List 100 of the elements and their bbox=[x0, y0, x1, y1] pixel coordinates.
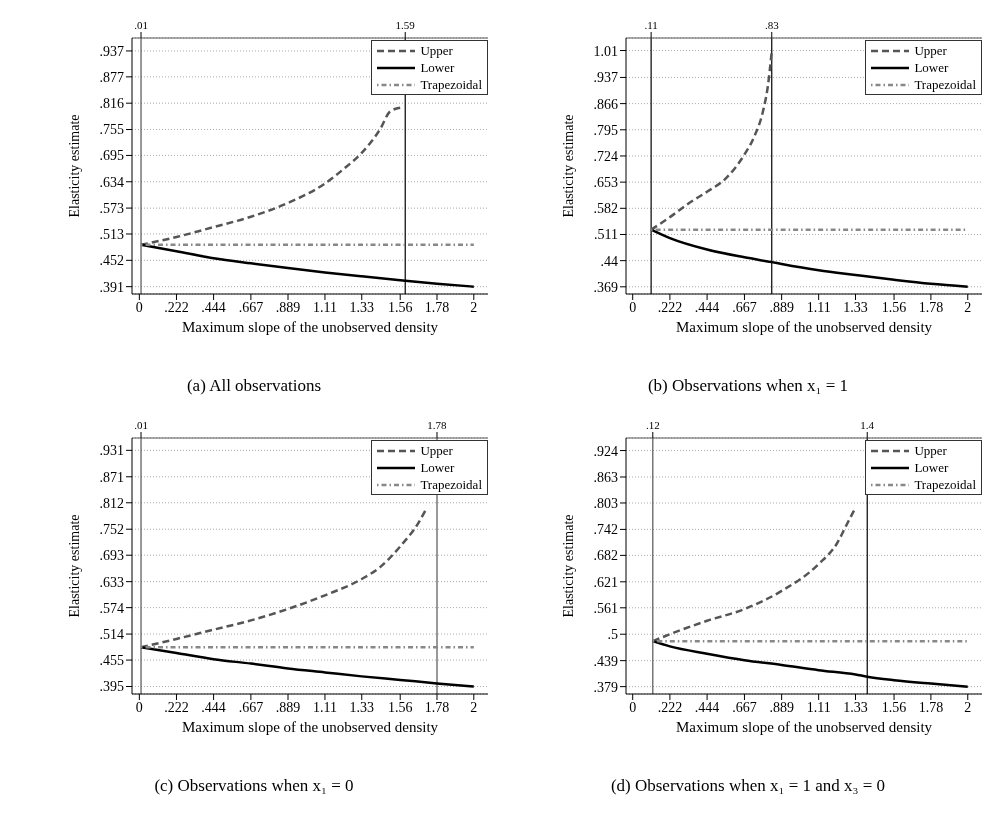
y-tick-label: .682 bbox=[593, 548, 618, 564]
y-tick-label: .937 bbox=[593, 70, 618, 86]
x-tick-label: 1.33 bbox=[843, 299, 868, 315]
y-tick-label: .863 bbox=[593, 469, 618, 485]
legend-label: Trapezoidal bbox=[420, 76, 482, 93]
x-tick-label: .667 bbox=[732, 699, 757, 715]
x-tick-label: 1.78 bbox=[424, 299, 450, 315]
x-tick-label: .667 bbox=[732, 299, 757, 315]
x2-tick-label: 1.59 bbox=[395, 19, 416, 31]
x-tick-label: .444 bbox=[694, 699, 720, 715]
y-axis-title: Elasticity estimate bbox=[66, 514, 82, 618]
x-axis-title: Maximum slope of the unobserved density bbox=[675, 319, 933, 335]
y-tick-label: .5 bbox=[607, 627, 618, 643]
y-axis-title: Elasticity estimate bbox=[560, 114, 576, 218]
x-tick-label: 2 bbox=[964, 299, 972, 315]
x-tick-label: .889 bbox=[769, 299, 794, 315]
y-tick-label: .634 bbox=[99, 174, 124, 190]
legend-label: Trapezoidal bbox=[420, 476, 482, 493]
y-tick-label: .633 bbox=[99, 574, 124, 590]
y-tick-label: .866 bbox=[593, 96, 618, 112]
x-tick-label: 2 bbox=[964, 699, 972, 715]
y-tick-label: .452 bbox=[99, 253, 124, 269]
legend-label: Trapezoidal bbox=[914, 76, 976, 93]
x-tick-label: 1.78 bbox=[424, 699, 450, 715]
x-tick-label: 1.11 bbox=[806, 299, 831, 315]
x-tick-label: .444 bbox=[201, 699, 226, 715]
x-tick-label: .889 bbox=[275, 699, 301, 715]
y-tick-label: .44 bbox=[600, 253, 618, 269]
y-tick-label: .812 bbox=[99, 495, 124, 511]
x-tick-label: .889 bbox=[769, 699, 794, 715]
x-tick-label: .444 bbox=[201, 299, 226, 315]
text: (d) Observations when x₁ = 1 and x₃ = 0 bbox=[609, 776, 887, 796]
x2-tick-label: .01 bbox=[134, 19, 148, 31]
text: (a) All observations bbox=[185, 376, 323, 396]
y-tick-label: .573 bbox=[99, 201, 124, 217]
y-tick-label: .439 bbox=[593, 653, 618, 669]
y-tick-label: .511 bbox=[594, 227, 618, 243]
text: (c) Observations when x₁ = 0 bbox=[153, 776, 355, 796]
x-tick-label: .667 bbox=[238, 699, 264, 715]
y-axis-title: Elasticity estimate bbox=[66, 114, 82, 218]
x-tick-label: 1.56 bbox=[881, 699, 907, 715]
x2-tick-label: 1.78 bbox=[427, 419, 448, 431]
x-tick-label: .222 bbox=[657, 699, 683, 715]
x-tick-label: .444 bbox=[694, 299, 720, 315]
legend-label: Lower bbox=[420, 459, 455, 476]
y-tick-label: .561 bbox=[593, 600, 618, 616]
y-tick-label: .379 bbox=[593, 679, 618, 695]
legend-label: Lower bbox=[914, 459, 949, 476]
y-tick-label: .455 bbox=[99, 653, 124, 669]
x2-tick-label: .83 bbox=[764, 19, 780, 31]
x-tick-label: 1.33 bbox=[843, 699, 868, 715]
y-tick-label: .795 bbox=[593, 122, 618, 138]
x-tick-label: 0 bbox=[629, 699, 637, 715]
y-tick-label: .693 bbox=[99, 548, 124, 564]
x-tick-label: 2 bbox=[470, 699, 478, 715]
y-tick-label: .695 bbox=[99, 148, 124, 164]
y-tick-label: .513 bbox=[99, 226, 124, 242]
y-tick-label: .395 bbox=[99, 679, 124, 695]
legend-label: Trapezoidal bbox=[914, 476, 976, 493]
x2-tick-label: .01 bbox=[134, 419, 148, 431]
y-tick-label: .877 bbox=[99, 69, 124, 85]
x-tick-label: .667 bbox=[238, 299, 264, 315]
y-tick-label: .742 bbox=[593, 522, 618, 538]
y-tick-label: .574 bbox=[99, 600, 124, 616]
x-tick-label: 2 bbox=[470, 299, 478, 315]
x-tick-label: .889 bbox=[275, 299, 301, 315]
x-tick-label: 1.11 bbox=[312, 299, 337, 315]
legend-label: Upper bbox=[914, 442, 947, 459]
y-tick-label: .514 bbox=[99, 627, 124, 643]
text: (b) Observations when x₁ = 1 bbox=[646, 376, 850, 396]
x-tick-label: 1.78 bbox=[918, 299, 944, 315]
x-axis-title: Maximum slope of the unobserved density bbox=[181, 319, 439, 335]
x-axis-title: Maximum slope of the unobserved density bbox=[675, 719, 933, 735]
x-tick-label: .222 bbox=[657, 299, 683, 315]
legend-label: Upper bbox=[420, 442, 453, 459]
x-tick-label: 1.33 bbox=[349, 699, 374, 715]
y-tick-label: .752 bbox=[99, 522, 124, 538]
y-tick-label: .924 bbox=[593, 443, 618, 459]
y-tick-label: .871 bbox=[99, 469, 124, 485]
x-tick-label: .222 bbox=[164, 699, 189, 715]
y-tick-label: .755 bbox=[99, 122, 124, 138]
x-tick-label: 0 bbox=[135, 299, 143, 315]
y-tick-label: .391 bbox=[99, 279, 124, 295]
x2-tick-label: .11 bbox=[644, 19, 658, 31]
y-tick-label: .724 bbox=[593, 148, 618, 164]
y-tick-label: .653 bbox=[593, 175, 618, 191]
legend-label: Upper bbox=[420, 42, 453, 59]
x-tick-label: 1.33 bbox=[349, 299, 374, 315]
y-tick-label: .816 bbox=[99, 96, 124, 112]
legend-label: Lower bbox=[420, 59, 455, 76]
x2-tick-label: .12 bbox=[645, 419, 660, 431]
x-tick-label: 1.56 bbox=[881, 299, 907, 315]
y-tick-label: 1.01 bbox=[593, 43, 618, 59]
y-tick-label: .621 bbox=[593, 574, 618, 590]
x-tick-label: 0 bbox=[629, 299, 637, 315]
x-tick-label: 1.78 bbox=[918, 699, 944, 715]
x-tick-label: 1.11 bbox=[312, 699, 337, 715]
y-tick-label: .369 bbox=[593, 279, 618, 295]
y-axis-title: Elasticity estimate bbox=[560, 514, 576, 618]
y-tick-label: .937 bbox=[99, 43, 124, 59]
